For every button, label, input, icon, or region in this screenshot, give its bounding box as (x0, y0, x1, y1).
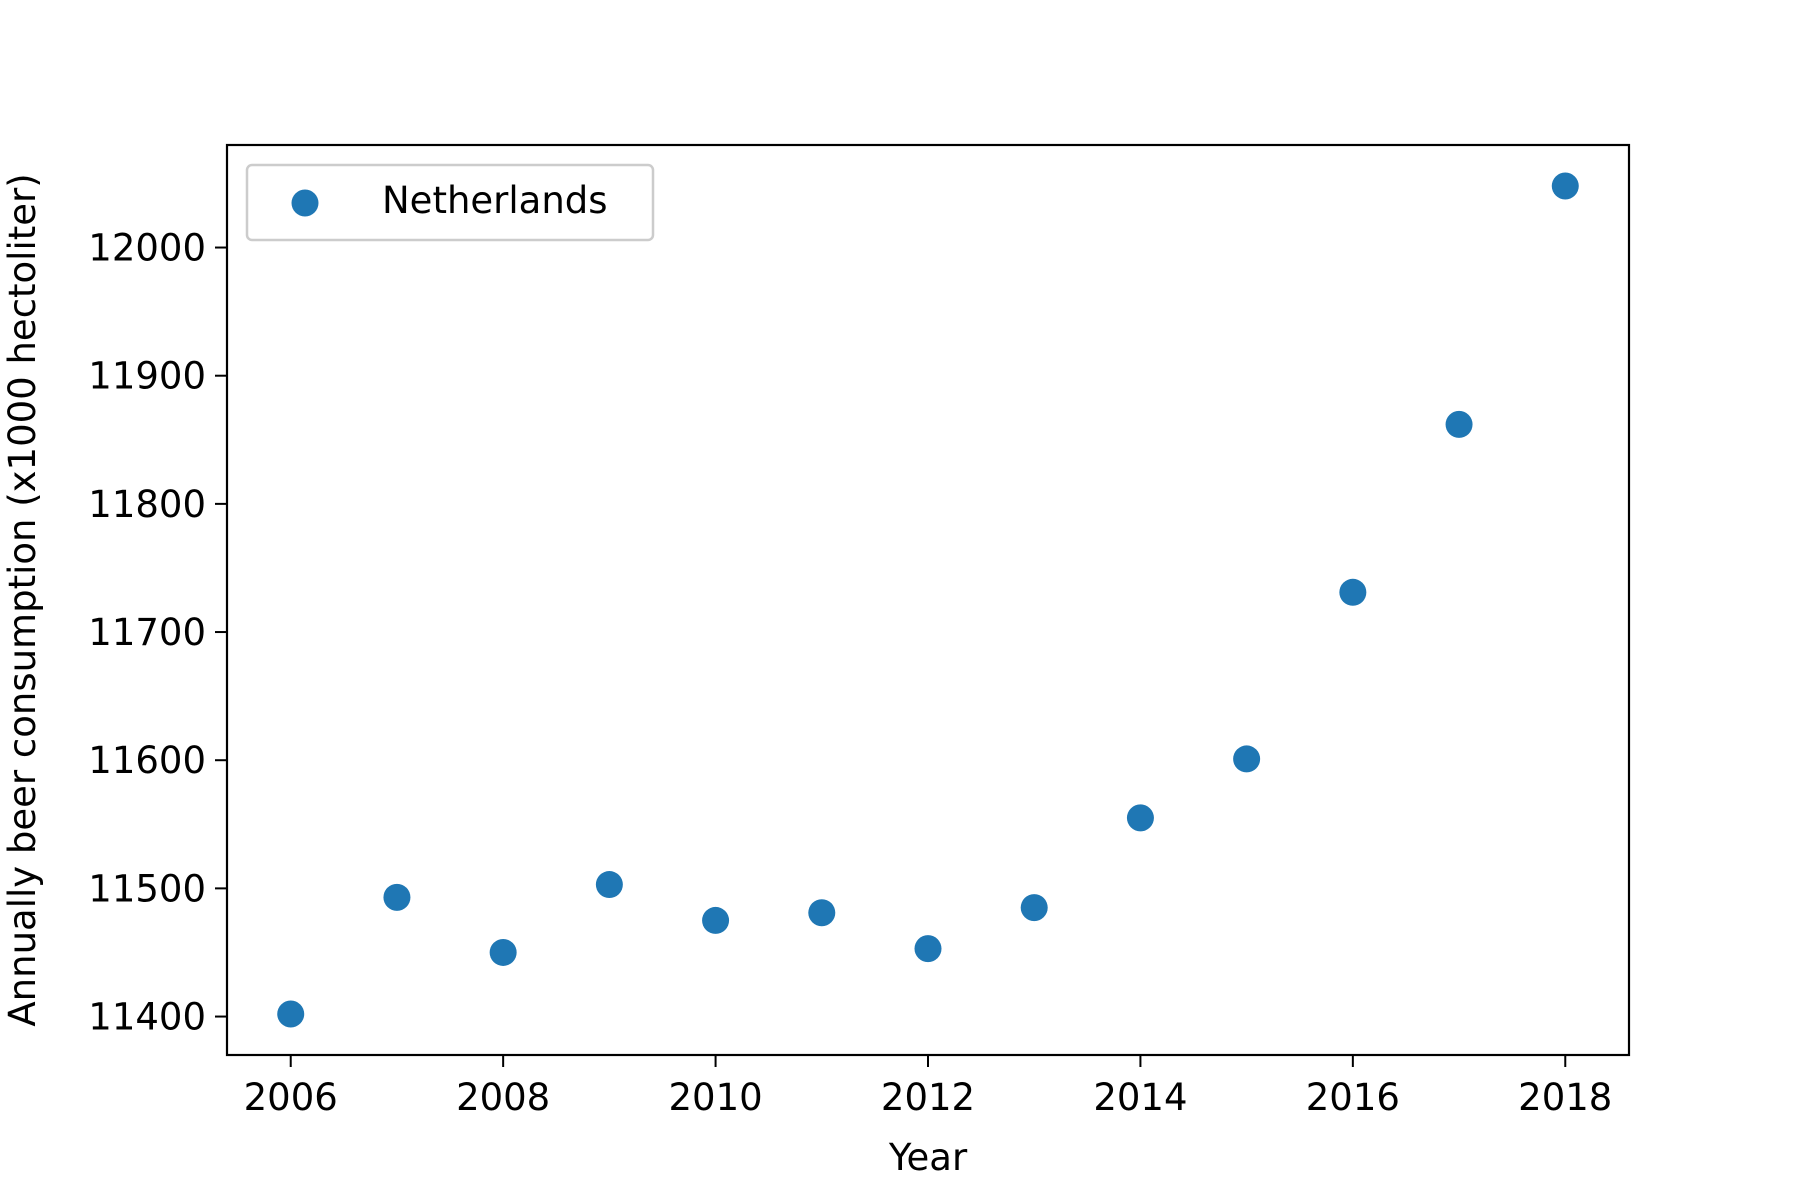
legend-label-netherlands: Netherlands (382, 179, 608, 222)
y-tick-label: 11500 (88, 867, 206, 910)
x-tick-label: 2016 (1306, 1076, 1400, 1119)
x-tick-label: 2014 (1093, 1076, 1187, 1119)
data-point (1445, 410, 1473, 438)
x-axis-label: Year (888, 1136, 968, 1179)
y-tick-label: 12000 (88, 227, 206, 270)
y-tick-label: 11800 (88, 483, 206, 526)
data-point (702, 906, 730, 934)
data-point (277, 1000, 305, 1028)
data-point (489, 938, 517, 966)
x-tick-label: 2008 (456, 1076, 550, 1119)
legend: Netherlands (245, 163, 655, 242)
legend-box (245, 163, 655, 242)
plot-area-frame (225, 143, 1631, 1057)
data-point (1233, 745, 1261, 773)
x-tick-label: 2010 (668, 1076, 762, 1119)
data-point (1020, 894, 1048, 922)
data-point (383, 883, 411, 911)
y-axis-ticks: 11400 11500 11600 11700 11800 11900 12000 (88, 227, 227, 1039)
x-axis-ticks: 2006 2008 2010 2012 2014 2016 2018 (244, 1055, 1612, 1119)
data-points (277, 172, 1579, 1028)
data-point (595, 871, 623, 899)
x-tick-label: 2012 (881, 1076, 975, 1119)
y-tick-label: 11400 (88, 996, 206, 1039)
y-tick-label: 11700 (88, 611, 206, 654)
y-axis-label: Annually beer consumption (x1000 hectoli… (1, 173, 44, 1026)
data-point (914, 935, 942, 963)
data-point (1126, 804, 1154, 832)
x-tick-label: 2006 (244, 1076, 338, 1119)
x-tick-label: 2018 (1518, 1076, 1612, 1119)
data-point (808, 899, 836, 927)
legend-marker-netherlands (291, 189, 319, 217)
y-tick-label: 11600 (88, 739, 206, 782)
y-tick-label: 11900 (88, 355, 206, 398)
data-point (1551, 172, 1579, 200)
data-point (1339, 578, 1367, 606)
